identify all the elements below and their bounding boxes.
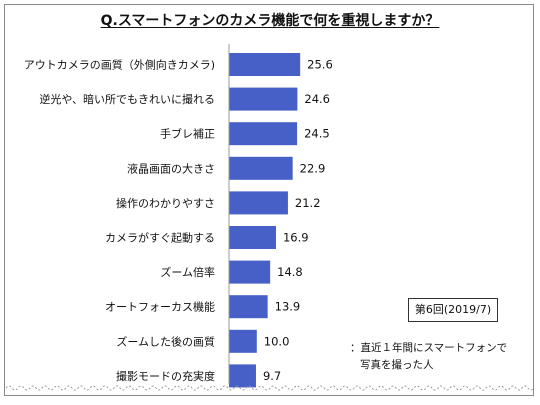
bar xyxy=(229,87,298,111)
value-label: 16.9 xyxy=(283,231,309,245)
category-label: オートフォーカス機能 xyxy=(105,300,215,314)
category-label: 操作のわかりやすさ xyxy=(116,196,215,210)
chart-title: Q.スマートフォンのカメラ機能で何を重視しますか？ xyxy=(100,13,440,29)
bar xyxy=(229,53,301,76)
value-label: 25.6 xyxy=(307,58,333,72)
bar xyxy=(229,191,288,215)
bar xyxy=(229,295,268,319)
bar xyxy=(229,122,298,146)
category-labels: アウトカメラの画質（外側向きカメラ) 逆光や、暗い所でもきれいに撮れる手ブレ補正液… xyxy=(24,58,215,383)
note-line-2: 写真を撮った人 xyxy=(360,359,434,371)
value-label: 22.9 xyxy=(300,161,326,175)
value-label: 9.7 xyxy=(263,369,281,383)
category-label: 手ブレ補正 xyxy=(160,127,215,141)
value-label: 24.5 xyxy=(304,127,330,141)
category-label: ズーム倍率 xyxy=(160,265,215,279)
category-label: 液晶画面の大きさ xyxy=(127,161,215,175)
value-label: 14.8 xyxy=(277,265,303,279)
value-label: 10.0 xyxy=(264,334,290,348)
value-label: 24.6 xyxy=(304,92,330,106)
value-label: 13.9 xyxy=(275,300,301,314)
value-label: 21.2 xyxy=(295,196,321,210)
bar xyxy=(229,260,271,284)
category-label: カメラがすぐ起動する xyxy=(105,231,215,245)
category-label: ズームした後の画質 xyxy=(116,334,215,348)
bar xyxy=(229,329,257,353)
value-labels: 25.6 24.6 24.5 22.9 21.2 16.9 14.8 13.9 10.0 9.7 xyxy=(263,58,333,383)
bar-group xyxy=(229,53,301,388)
respondent-note: ：直近１年間にスマートフォンで 写真を撮った人 xyxy=(350,340,507,374)
survey-round-label: 第6回(2019/7) xyxy=(408,298,498,322)
bar xyxy=(229,364,256,388)
bar xyxy=(229,226,276,249)
category-label: アウトカメラの画質（外側向きカメラ) xyxy=(24,58,215,72)
bar xyxy=(229,156,293,180)
axis-break-mark xyxy=(5,385,535,391)
note-line-1: ：直近１年間にスマートフォンで xyxy=(350,342,508,354)
category-label: 逆光や、暗い所でもきれいに撮れる xyxy=(39,92,215,106)
category-label: 撮影モードの充実度 xyxy=(116,369,215,383)
